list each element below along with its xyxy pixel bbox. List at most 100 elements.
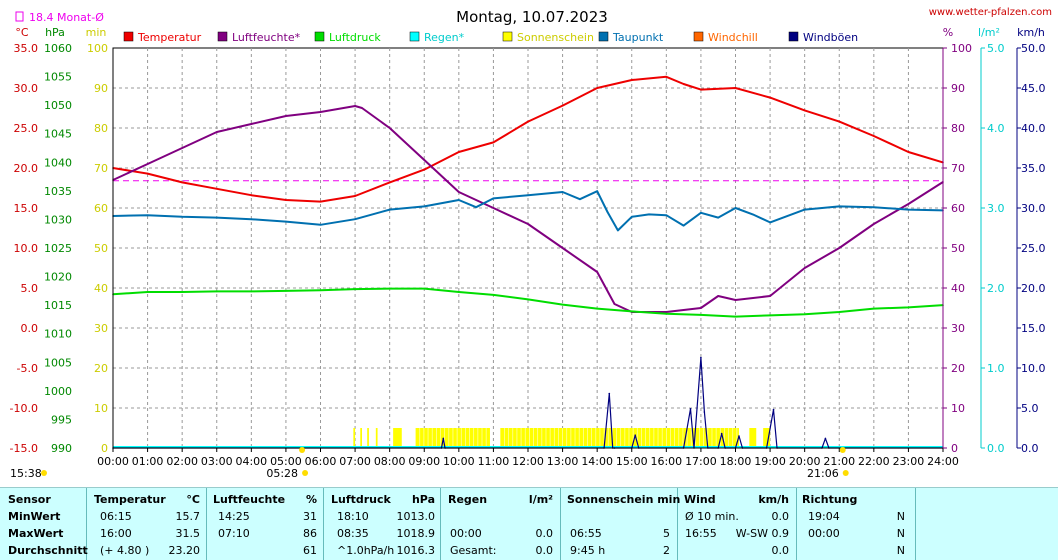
y-tick-label-wind: 25.0 <box>1021 242 1046 255</box>
series-point-temperatur <box>354 195 356 197</box>
axis-unit-pressure: hPa <box>45 26 65 39</box>
series-point-taupunkt <box>285 220 287 223</box>
column-separator <box>323 488 324 560</box>
series-point-taupunkt <box>423 205 426 208</box>
y-tick-label-wind: 50.0 <box>1021 42 1046 55</box>
temp-value: 31.5 <box>175 527 201 540</box>
y-tick-label-temp: 20.0 <box>14 162 39 175</box>
y-tick-label-temp: 25.0 <box>14 122 39 135</box>
dir-value: N <box>896 544 905 557</box>
series-point-luftdruck <box>423 287 426 290</box>
series-point-taupunkt <box>354 218 356 220</box>
header-richtung: Richtung <box>802 493 858 506</box>
series-point-taupunkt <box>751 213 754 216</box>
series-point-taupunkt <box>873 206 875 208</box>
y-tick-label-pressure: 1050 <box>44 99 72 112</box>
x-tick-label: 15:00 <box>616 455 648 468</box>
sun-time: 9:45 h <box>570 544 606 557</box>
y-tick-label-temp: -15.0 <box>10 442 38 455</box>
series-point-taupunkt <box>734 207 737 209</box>
rain-time: 00:00 <box>450 527 482 540</box>
wind-value: W-SW 0.9 <box>735 527 789 540</box>
x-tick-label: 21:00 <box>823 455 855 468</box>
series-point-temperatur <box>319 200 322 203</box>
sunshine-bar <box>763 428 771 448</box>
series-point-temperatur <box>215 188 218 190</box>
series-line-luftfeuchte <box>112 105 944 313</box>
y-tick-label-wind: 15.0 <box>1021 322 1046 335</box>
wind-time: Ø 10 min. <box>685 510 739 523</box>
legend-swatch-luftdruck <box>314 31 325 42</box>
series-point-luftfeuchte <box>215 131 218 133</box>
x-tick-label: 11:00 <box>478 455 510 468</box>
y-tick-label-pressure: 1010 <box>44 328 72 341</box>
y-tick-label-humidity: 80 <box>951 122 965 135</box>
series-point-windboeen <box>720 432 723 435</box>
series-point-luftfeuchte <box>181 147 183 149</box>
column-separator <box>440 488 441 560</box>
series-point-temperatur <box>596 87 598 89</box>
series-point-luftfeuchte <box>769 295 771 297</box>
temp-value: 23.20 <box>168 544 201 557</box>
series-point-luftdruck <box>354 288 356 290</box>
y-tick-label-humidity: 90 <box>951 82 965 95</box>
header-luftdruck: Luftdruck <box>331 493 391 506</box>
y-tick-label-pressure: 995 <box>51 413 72 426</box>
header-press-unit: hPa <box>411 493 435 506</box>
series-point-luftdruck <box>146 291 149 293</box>
series-point-windboeen <box>700 356 702 359</box>
y-tick-label-temp: -10.0 <box>10 402 38 415</box>
temp-value: 15.7 <box>175 510 201 523</box>
wind-time: 16:55 <box>685 527 717 540</box>
axis-unit-humidity: % <box>943 26 953 39</box>
x-tick-label: 03:00 <box>201 455 233 468</box>
press-time: 18:10 <box>337 510 369 523</box>
monthly-avg-label: 18.4 Monat-Ø <box>29 11 104 24</box>
press-value: 1018.9 <box>396 527 436 540</box>
legend-swatch-regen <box>409 31 420 42</box>
series-point-windboeen <box>442 437 445 440</box>
site-link[interactable]: www.wetter-pfalzen.com <box>929 7 1052 18</box>
legend-label-sonnenschein: Sonnenschein <box>517 31 594 44</box>
y-tick-label-pressure: 1015 <box>44 299 72 312</box>
y-tick-label-temp: 15.0 <box>14 202 39 215</box>
series-point-temperatur <box>907 151 910 153</box>
y-tick-label-pressure: 1020 <box>44 271 72 284</box>
series-point-luftfeuchte <box>423 159 426 161</box>
series-point-luftdruck <box>458 291 460 293</box>
series-point-temperatur <box>873 135 875 137</box>
x-tick-label: 22:00 <box>858 455 890 468</box>
sunshine-bar <box>367 428 369 448</box>
row-label: MaxWert <box>8 527 64 540</box>
header-regen: Regen <box>448 493 488 506</box>
y-tick-label-sunshine: 80 <box>94 122 108 135</box>
y-tick-label-wind: 45.0 <box>1021 82 1046 95</box>
series-point-luftdruck <box>769 314 771 317</box>
x-tick-label: 10:00 <box>443 455 475 468</box>
y-tick-label-wind: 35.0 <box>1021 162 1046 175</box>
dir-time: 19:04 <box>808 510 840 523</box>
series-point-temperatur <box>388 181 391 184</box>
chart-title: Montag, 10.07.2023 <box>456 8 608 26</box>
series-point-luftdruck <box>388 287 391 290</box>
series-point-luftfeuchte <box>803 267 806 269</box>
y-tick-label-sunshine: 20 <box>94 362 108 375</box>
y-tick-label-rain: 3.0 <box>987 202 1005 215</box>
y-tick-label-wind: 0.0 <box>1021 442 1039 455</box>
series-point-windboeen <box>703 411 706 413</box>
column-separator <box>915 488 916 560</box>
y-tick-label-humidity: 70 <box>951 162 965 175</box>
row-label: MinWert <box>8 510 61 523</box>
column-separator <box>206 488 207 560</box>
series-point-windboeen <box>689 408 692 410</box>
series-point-taupunkt <box>630 216 633 218</box>
series-point-taupunkt <box>838 205 841 208</box>
sunrise-marker <box>299 447 306 453</box>
y-tick-label-rain: 4.0 <box>987 122 1005 135</box>
y-tick-label-humidity: 10 <box>951 402 965 415</box>
y-tick-label-temp: 0.0 <box>21 322 39 335</box>
sunshine-bar <box>360 428 362 448</box>
sunshine-bar <box>749 428 757 448</box>
y-tick-label-sunshine: 40 <box>94 282 108 295</box>
hum-time: 07:10 <box>218 527 250 540</box>
